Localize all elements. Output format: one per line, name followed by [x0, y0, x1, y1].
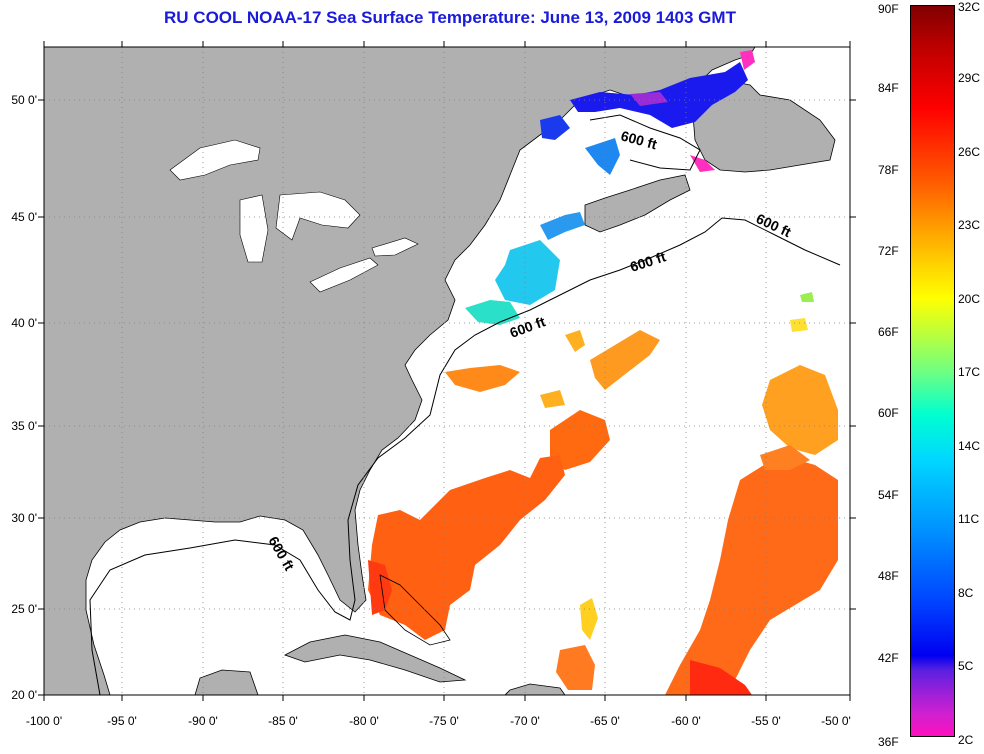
colorbar-f-label: 66F — [878, 325, 899, 339]
colorbar-f-label: 36F — [878, 735, 899, 749]
colorbar-f-label: 84F — [878, 81, 899, 95]
colorbar-c-label: 5C — [958, 659, 974, 673]
colorbar-f-label: 90F — [878, 2, 899, 16]
colorbar-f-label: 78F — [878, 163, 899, 177]
lon-tick-label: -50 0' — [821, 714, 851, 728]
colorbar-f-label: 42F — [878, 651, 899, 665]
lat-tick-label: 30 0' — [11, 511, 37, 525]
colorbar-c-label: 23C — [958, 218, 981, 232]
isobath-600ft — [89, 217, 841, 695]
colorbar-c-label: 14C — [958, 439, 981, 453]
colorbar-f-label: 54F — [878, 488, 899, 502]
colorbar-c-label: 11C — [958, 512, 980, 526]
lon-tick-label: -55 0' — [751, 714, 781, 728]
colorbar-c-label: 2C — [958, 733, 974, 747]
lon-tick-label: -65 0' — [590, 714, 620, 728]
lake-superior — [169, 139, 261, 181]
land-hispaniola — [504, 683, 566, 695]
colorbar-c-label: 29C — [958, 71, 981, 85]
isobath-600ft-gulf-stlawrence — [589, 114, 701, 171]
colorbar-c-label: 20C — [958, 292, 981, 306]
lat-tick-label: 50 0' — [11, 93, 37, 107]
lon-tick-label: -60 0' — [671, 714, 701, 728]
lat-tick-label: 25 0' — [11, 602, 37, 616]
lon-tick-label: -95 0' — [107, 714, 137, 728]
lon-tick-label: -80 0' — [349, 714, 379, 728]
lake-erie-ontario — [309, 237, 419, 293]
map-title: RU COOL NOAA-17 Sea Surface Temperature:… — [164, 8, 736, 27]
land-cuba — [283, 634, 467, 683]
land-nova-scotia — [584, 174, 691, 233]
longitude-labels: -100 0' -95 0' -90 0' -85 0' -80 0' -75 … — [26, 714, 851, 728]
colorbar-f-label: 48F — [878, 569, 899, 583]
map-frame — [43, 46, 851, 696]
tick-marks — [38, 41, 856, 701]
colorbar-f-label: 72F — [878, 244, 899, 258]
lon-tick-label: -85 0' — [268, 714, 298, 728]
colorbar-c-label: 26C — [958, 145, 981, 159]
sst-observations — [368, 50, 838, 695]
colorbar-f-label: 60F — [878, 406, 899, 420]
latitude-labels: 50 0' 45 0' 40 0' 35 0' 30 0' 25 0' 20 0… — [11, 93, 37, 702]
colorbar-c-label: 17C — [958, 365, 981, 379]
lon-tick-label: -70 0' — [510, 714, 540, 728]
lat-tick-label: 20 0' — [11, 688, 37, 702]
land-yucatan — [194, 669, 259, 695]
lat-tick-label: 40 0' — [11, 316, 37, 330]
colorbar-c-label: 32C — [958, 0, 981, 14]
colorbar-c-label: 8C — [958, 586, 974, 600]
lon-tick-label: -75 0' — [429, 714, 459, 728]
lat-tick-label: 45 0' — [11, 210, 37, 224]
lat-tick-label: 35 0' — [11, 419, 37, 433]
graticule — [44, 47, 850, 695]
lon-tick-label: -90 0' — [188, 714, 218, 728]
isobath-600ft-bahamas — [379, 574, 451, 646]
lon-tick-label: -100 0' — [26, 714, 62, 728]
temperature-colorbar — [910, 5, 955, 737]
lake-michigan-huron — [239, 191, 361, 263]
